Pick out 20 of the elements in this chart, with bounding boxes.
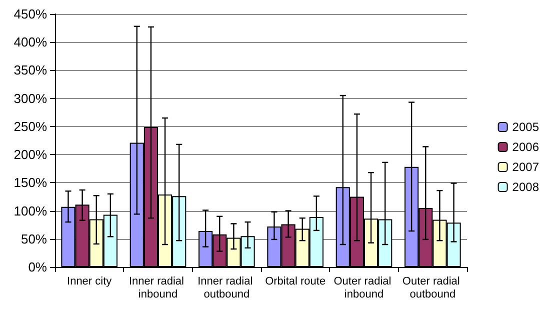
- y-tick-label: 0%: [28, 260, 48, 274]
- legend-label: 2008: [512, 180, 540, 194]
- x-tick-label: Inner radial inbound: [128, 276, 188, 300]
- y-tick-label: 50%: [20, 231, 48, 246]
- legend-label: 2005: [512, 120, 540, 134]
- y-tick-label: 100%: [14, 203, 48, 218]
- x-tick-label: Inner radial outbound: [198, 276, 256, 300]
- y-tick-label: 250%: [14, 118, 48, 134]
- x-tick-label: Inner city: [67, 276, 112, 288]
- y-tick-label: 350%: [14, 62, 48, 78]
- legend-label: 2007: [512, 160, 540, 174]
- x-tick-label: Outer radial outbound: [402, 276, 463, 300]
- x-tick-label: Outer radial inbound: [334, 276, 394, 300]
- x-tick-label: Orbital route: [265, 276, 326, 288]
- legend-label: 2006: [512, 140, 540, 154]
- y-tick-label: 400%: [14, 34, 48, 50]
- y-tick-label: 150%: [14, 175, 48, 190]
- y-tick-label: 200%: [14, 147, 48, 162]
- y-tick-label: 300%: [14, 90, 48, 106]
- y-tick-label: 450%: [14, 6, 48, 22]
